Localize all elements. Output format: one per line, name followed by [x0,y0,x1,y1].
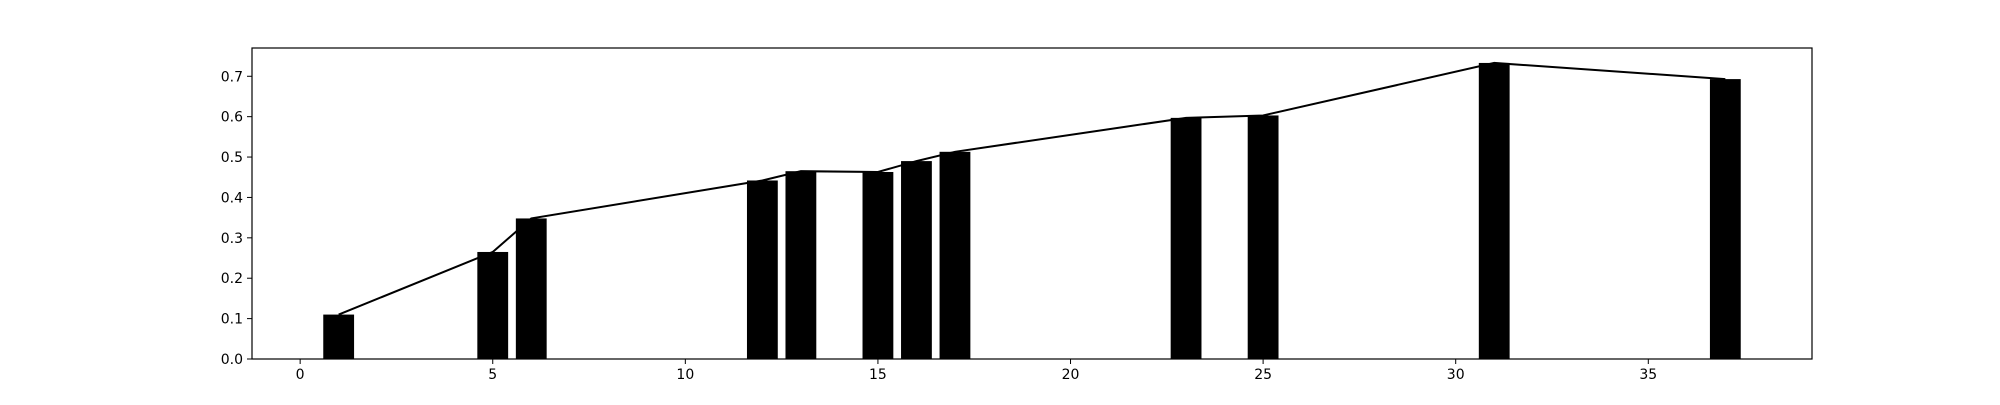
x-tick-label: 5 [488,367,497,383]
x-tick-label: 15 [869,367,887,383]
y-tick-label: 0.3 [221,231,243,247]
y-tick-label: 0.7 [221,69,243,85]
x-axis: 0 5 10 15 20 25 30 35 [296,359,1657,383]
bar [746,180,778,359]
y-tick-label: 0.4 [221,190,243,206]
x-tick-label: 30 [1447,367,1465,383]
bar [939,151,971,359]
x-tick-label: 20 [1062,367,1080,383]
bar [1709,79,1741,359]
bar [901,161,932,359]
bar [862,171,894,359]
x-tick-label: 25 [1254,367,1272,383]
bars-group [323,62,1741,360]
bar [515,218,547,359]
trend-line [338,61,1726,316]
x-tick-label: 10 [676,367,694,383]
trend-line-group [338,61,1726,316]
y-axis: 0.0 0.1 0.2 0.3 0.4 0.5 0.6 0.7 [221,69,252,368]
bar [1478,62,1510,360]
y-tick-label: 0.6 [221,110,243,126]
bar [785,171,817,359]
bar [477,251,509,359]
y-tick-label: 0.2 [221,271,243,287]
bar [323,314,355,359]
bar [1170,117,1202,359]
y-tick-label: 0.0 [221,352,243,368]
y-tick-label: 0.5 [221,150,243,166]
bar [1247,115,1279,359]
x-tick-label: 35 [1639,367,1657,383]
y-tick-label: 0.1 [221,312,243,328]
plot-frame [251,47,1813,360]
x-tick-label: 0 [296,367,305,383]
